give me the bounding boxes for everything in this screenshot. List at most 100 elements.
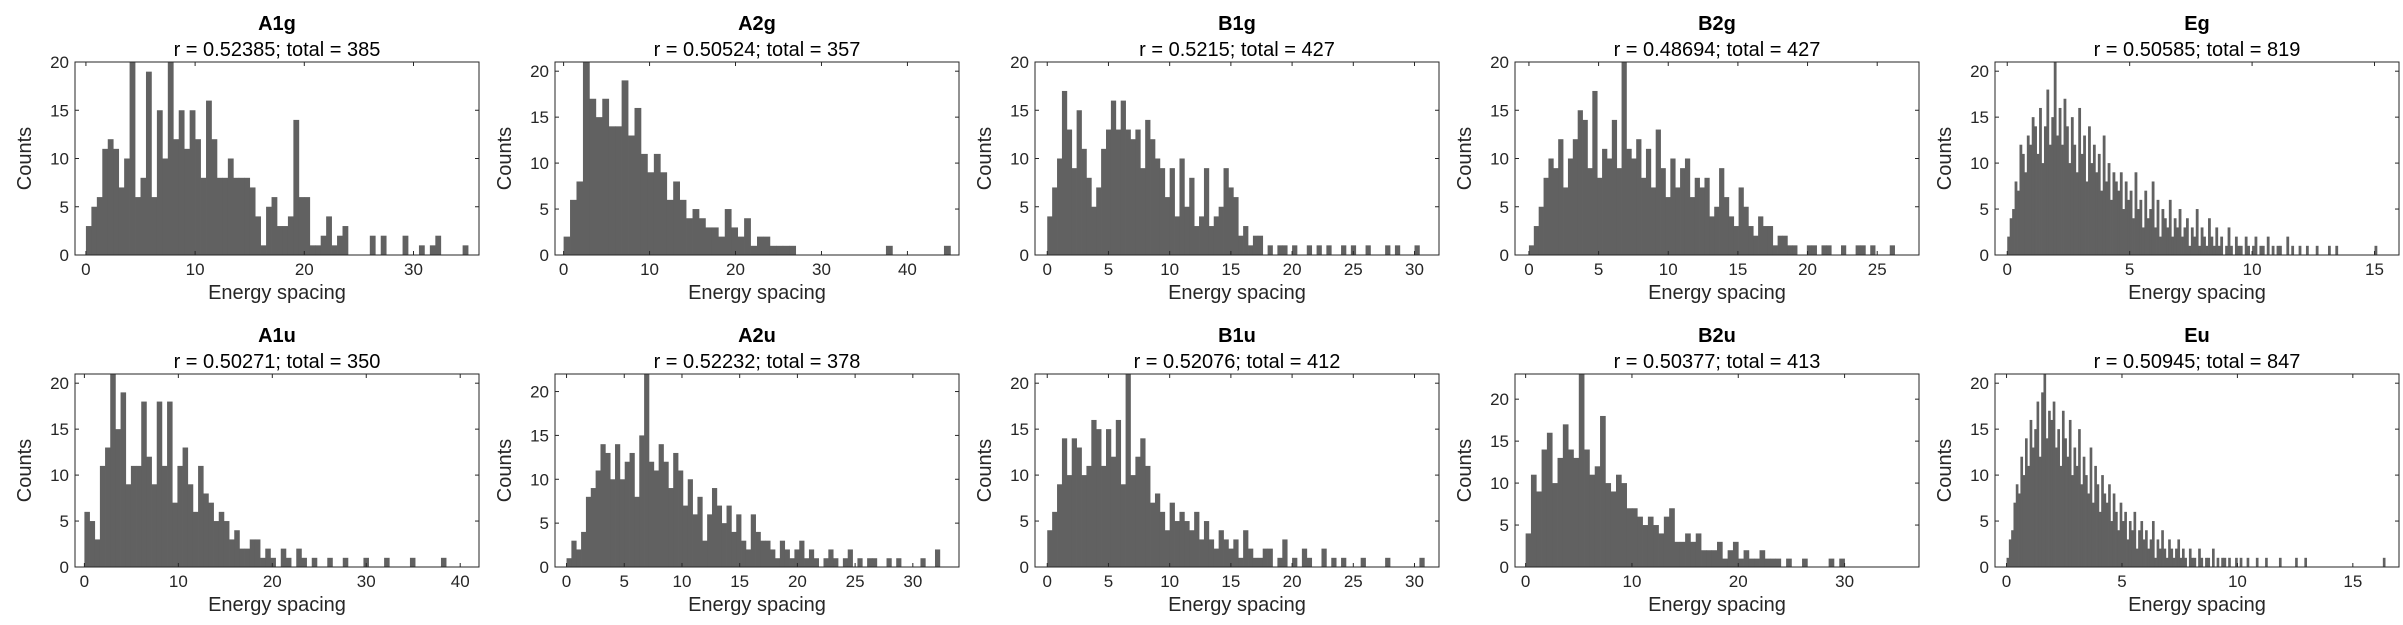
histogram-bar (1709, 216, 1715, 255)
histogram-bar (260, 557, 266, 567)
histogram-bar (1110, 100, 1117, 255)
histogram-bar (1775, 558, 1782, 567)
histogram-bar (2216, 557, 2220, 567)
histogram-bar (301, 557, 307, 567)
histogram-bar (1528, 245, 1535, 255)
panel-subtitle: r = 0.50524; total = 357 (654, 39, 861, 61)
histogram-bar (1238, 557, 1244, 567)
histogram-bar (2265, 557, 2268, 567)
histogram-bar (1577, 110, 1583, 255)
histogram-bar (2009, 218, 2013, 255)
histogram-bar (885, 245, 893, 255)
histogram-bar (1743, 206, 1749, 255)
x-tick-label: 5 (1104, 572, 1113, 591)
histogram-bar (2089, 447, 2093, 567)
histogram-bar (2020, 456, 2024, 567)
histogram-bar (716, 505, 723, 567)
histogram-bar (1076, 110, 1082, 255)
histogram-bar (1243, 226, 1249, 255)
histogram-bar (1587, 168, 1593, 255)
histogram-bar (1806, 245, 1813, 255)
histogram-bar (600, 444, 606, 567)
histogram-bar (105, 447, 111, 567)
histogram-bar (1670, 158, 1676, 255)
histogram-bar (621, 80, 629, 255)
histogram-bar (2151, 181, 2155, 255)
histogram-bar (1767, 226, 1774, 255)
histogram-bar (731, 531, 737, 567)
y-tick-label: 0 (60, 246, 69, 265)
y-tick-label: 5 (1020, 198, 1029, 217)
histogram-bar (2126, 539, 2130, 567)
histogram-bar (1115, 129, 1122, 255)
histogram-bar (1081, 475, 1087, 567)
histogram-bar (293, 119, 300, 256)
histogram-bar (189, 110, 196, 255)
histogram-bar (2026, 135, 2030, 255)
histogram-bar (254, 539, 261, 567)
histogram-bar (615, 126, 622, 255)
histogram-bar (1086, 465, 1092, 567)
histogram-bar (799, 540, 805, 567)
x-tick-label: 25 (1344, 260, 1363, 279)
histogram-bar (2154, 557, 2157, 567)
y-axis-label: Counts (1454, 127, 1476, 190)
histogram-bar (2133, 511, 2137, 567)
histogram-bar (1679, 541, 1686, 567)
histogram-bar (244, 548, 251, 567)
histogram-bar (130, 465, 137, 567)
histogram-bar (570, 199, 577, 255)
y-tick-label: 0 (1500, 246, 1509, 265)
panel-subtitle: r = 0.52076; total = 412 (1134, 351, 1341, 373)
panel-title: A1u (258, 325, 296, 347)
histogram-bar (1306, 557, 1313, 567)
histogram-bar (89, 521, 96, 567)
x-tick-label: 25 (846, 572, 865, 591)
histogram-bar (2085, 181, 2089, 255)
histogram-panel-b2g: 0 5 10 15 20 25 0 5 10 15 20 B2g r = 0.48694; total … (1454, 13, 1920, 304)
histogram-bar (1321, 548, 1327, 567)
histogram-bar (1208, 226, 1215, 255)
x-tick-label: 30 (404, 260, 423, 279)
histogram-bar (628, 135, 635, 255)
histogram-bar (234, 530, 240, 567)
histogram-bar (2021, 153, 2025, 255)
histogram-bar (2207, 557, 2211, 567)
histogram-bar (2185, 218, 2189, 255)
histogram-bar (409, 557, 416, 567)
panel-subtitle: r = 0.48694; total = 427 (1614, 39, 1821, 61)
histogram-bar (682, 505, 689, 567)
x-tick-label: 30 (357, 572, 376, 591)
histogram-bar (1597, 177, 1603, 255)
histogram-bar (1385, 245, 1391, 255)
histogram-bar (2095, 172, 2099, 255)
histogram-bar (673, 181, 680, 255)
histogram-bar (1233, 539, 1239, 567)
histogram-bar (156, 110, 163, 255)
histogram-bar (1257, 235, 1264, 255)
histogram-bar (129, 62, 136, 255)
histogram-bar (1626, 508, 1633, 567)
histogram-bar (1052, 511, 1058, 567)
histogram-bar (1626, 148, 1632, 255)
histogram-bar (1870, 245, 1876, 255)
histogram-bar (2205, 245, 2209, 255)
histogram-bar (2239, 245, 2243, 255)
histogram-bar (1316, 245, 1322, 255)
histogram-bar (2220, 236, 2224, 255)
histogram-bar (2122, 209, 2126, 255)
histogram-bar (2161, 209, 2165, 255)
histogram-bar (1248, 548, 1254, 567)
panel-subtitle: r = 0.52385; total = 385 (174, 39, 381, 61)
histogram-bar (2168, 539, 2171, 567)
histogram-bars (1047, 374, 1425, 567)
histogram-bar (2094, 465, 2097, 567)
histogram-bar (1719, 168, 1725, 255)
histogram-bar (1758, 216, 1764, 255)
histogram-bar (2059, 465, 2063, 567)
y-tick-label: 5 (540, 514, 549, 533)
histogram-bar (1277, 557, 1283, 567)
histogram-bar (648, 461, 655, 567)
histogram-bar (602, 98, 610, 255)
histogram-bar (1727, 550, 1734, 567)
